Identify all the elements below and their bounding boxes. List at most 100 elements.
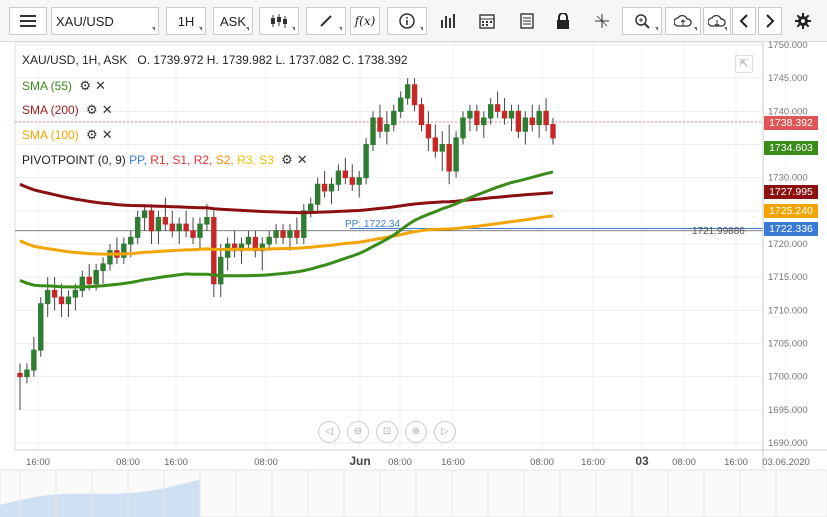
- y-tick-label: 1700.000: [768, 372, 808, 383]
- zoom-icon: [635, 14, 650, 29]
- candle-body: [190, 230, 196, 238]
- candle-body: [404, 84, 411, 99]
- close-icon[interactable]: ✕: [101, 127, 113, 142]
- x-tick-label: Jun: [349, 454, 370, 468]
- candle-body: [536, 110, 542, 126]
- candle-body: [86, 276, 92, 285]
- candle-body: [494, 104, 501, 112]
- gear-icon[interactable]: ⚙: [79, 78, 92, 93]
- indicator-label: SMA (100): [22, 128, 79, 142]
- candle-body: [301, 210, 307, 238]
- navigator-area: [0, 479, 200, 517]
- candle-body: [93, 270, 99, 285]
- y-tick-label: 1750.000: [768, 40, 808, 51]
- crosshair-button[interactable]: [587, 7, 617, 35]
- y-tick-label: 1740.000: [768, 106, 808, 117]
- draw-button[interactable]: [306, 7, 346, 35]
- indicator-pivot[interactable]: PIVOTPOINT (0, 9) PP, R1, S1, R2, S2, R3…: [22, 152, 308, 168]
- indicator-sma55[interactable]: SMA (55) ⚙ ✕: [22, 78, 106, 94]
- price-type-label: ASK: [219, 13, 246, 29]
- x-tick-label: 16:00: [581, 457, 605, 468]
- candle-body: [183, 223, 189, 232]
- zoom-button[interactable]: [622, 7, 662, 35]
- candle-body: [453, 137, 459, 172]
- lock-button[interactable]: [548, 7, 578, 35]
- candle-body: [308, 203, 314, 212]
- candle-body: [44, 289, 51, 305]
- symbol-line: XAU/USD, 1H, ASK: [22, 53, 128, 67]
- candle-body: [432, 137, 439, 152]
- candle-body: [58, 296, 65, 305]
- x-tick-label: 16:00: [441, 457, 465, 468]
- ohlc-values: O. 1739.972 H. 1739.982 L. 1737.082 C. 1…: [137, 53, 408, 67]
- candle-body: [121, 243, 127, 258]
- nav-zoom-out-button[interactable]: ⊖: [347, 421, 369, 443]
- info-button[interactable]: [387, 7, 427, 35]
- menu-button[interactable]: [9, 7, 47, 35]
- scroll-right-button[interactable]: [758, 7, 782, 35]
- fx-button[interactable]: f(x): [350, 7, 380, 35]
- indicator-label: SMA (200): [22, 103, 79, 117]
- pp-level-label: 1721.99886: [692, 226, 745, 237]
- y-tick-label: 1705.000: [768, 339, 808, 350]
- y-tick-label: 1690.000: [768, 438, 808, 449]
- sma100-tag: 1725.240: [764, 204, 818, 218]
- candle-body: [363, 144, 369, 179]
- settings-button[interactable]: [790, 7, 816, 35]
- indicator-label: SMA (55): [22, 79, 73, 93]
- popout-button[interactable]: ⇱: [735, 55, 753, 73]
- calendar-button[interactable]: [472, 7, 502, 35]
- gear-icon[interactable]: ⚙: [86, 102, 98, 117]
- candle-body: [148, 210, 155, 232]
- price-type-select[interactable]: ASK: [213, 7, 253, 35]
- candle-body: [51, 289, 58, 298]
- pivot-pp: PP,: [129, 153, 147, 167]
- candle-body: [294, 230, 300, 238]
- nav-right-button[interactable]: ▷: [434, 421, 456, 443]
- candle-body: [65, 296, 72, 305]
- moving-averages: [19, 170, 554, 289]
- candle-body: [218, 256, 224, 285]
- news-button[interactable]: [512, 7, 542, 35]
- x-tick-label: 03: [635, 454, 649, 468]
- close-icon[interactable]: ✕: [95, 78, 106, 93]
- x-tick-label: 16:00: [164, 457, 188, 468]
- nav-zoom-in-button[interactable]: ⊕: [405, 421, 427, 443]
- candle-body: [342, 170, 349, 179]
- chevron-left-icon: [739, 14, 748, 28]
- candle-body: [384, 124, 390, 132]
- interval-select[interactable]: 1H: [166, 7, 206, 35]
- symbol-select[interactable]: XAU/USD: [51, 7, 159, 35]
- chevron-right-icon: [766, 14, 775, 28]
- candle-body: [370, 117, 376, 145]
- lock-icon: [557, 13, 569, 29]
- gear-icon[interactable]: ⚙: [86, 127, 98, 142]
- candle-body: [481, 117, 487, 126]
- download-icon: [708, 14, 726, 27]
- candle-body: [418, 104, 425, 126]
- candle-body: [391, 110, 397, 126]
- upload-button[interactable]: [665, 7, 701, 35]
- last-price-tag: 1738.392: [764, 116, 818, 130]
- indicator-sma100[interactable]: SMA (100) ⚙ ✕: [22, 127, 113, 143]
- chart-nav: ◁ ⊖ ⊡ ⊕ ▷: [318, 421, 456, 443]
- scroll-left-button[interactable]: [732, 7, 756, 35]
- candle-body: [259, 243, 265, 252]
- close-icon[interactable]: ✕: [296, 152, 308, 167]
- volume-button[interactable]: [433, 7, 463, 35]
- candle-body: [356, 177, 362, 185]
- candle-body: [439, 144, 445, 152]
- candle-body: [522, 117, 529, 132]
- chart-type-button[interactable]: [259, 7, 299, 35]
- candle-body: [321, 183, 328, 192]
- nav-reset-button[interactable]: ⊡: [376, 421, 398, 443]
- candles-icon: [271, 14, 287, 28]
- gear-icon[interactable]: ⚙: [281, 152, 293, 167]
- indicator-sma200[interactable]: SMA (200) ⚙ ✕: [22, 102, 113, 118]
- download-button[interactable]: [703, 7, 731, 35]
- candle-body: [155, 216, 162, 232]
- nav-left-button[interactable]: ◁: [318, 421, 340, 443]
- candle-body: [72, 289, 79, 298]
- close-icon[interactable]: ✕: [101, 102, 113, 117]
